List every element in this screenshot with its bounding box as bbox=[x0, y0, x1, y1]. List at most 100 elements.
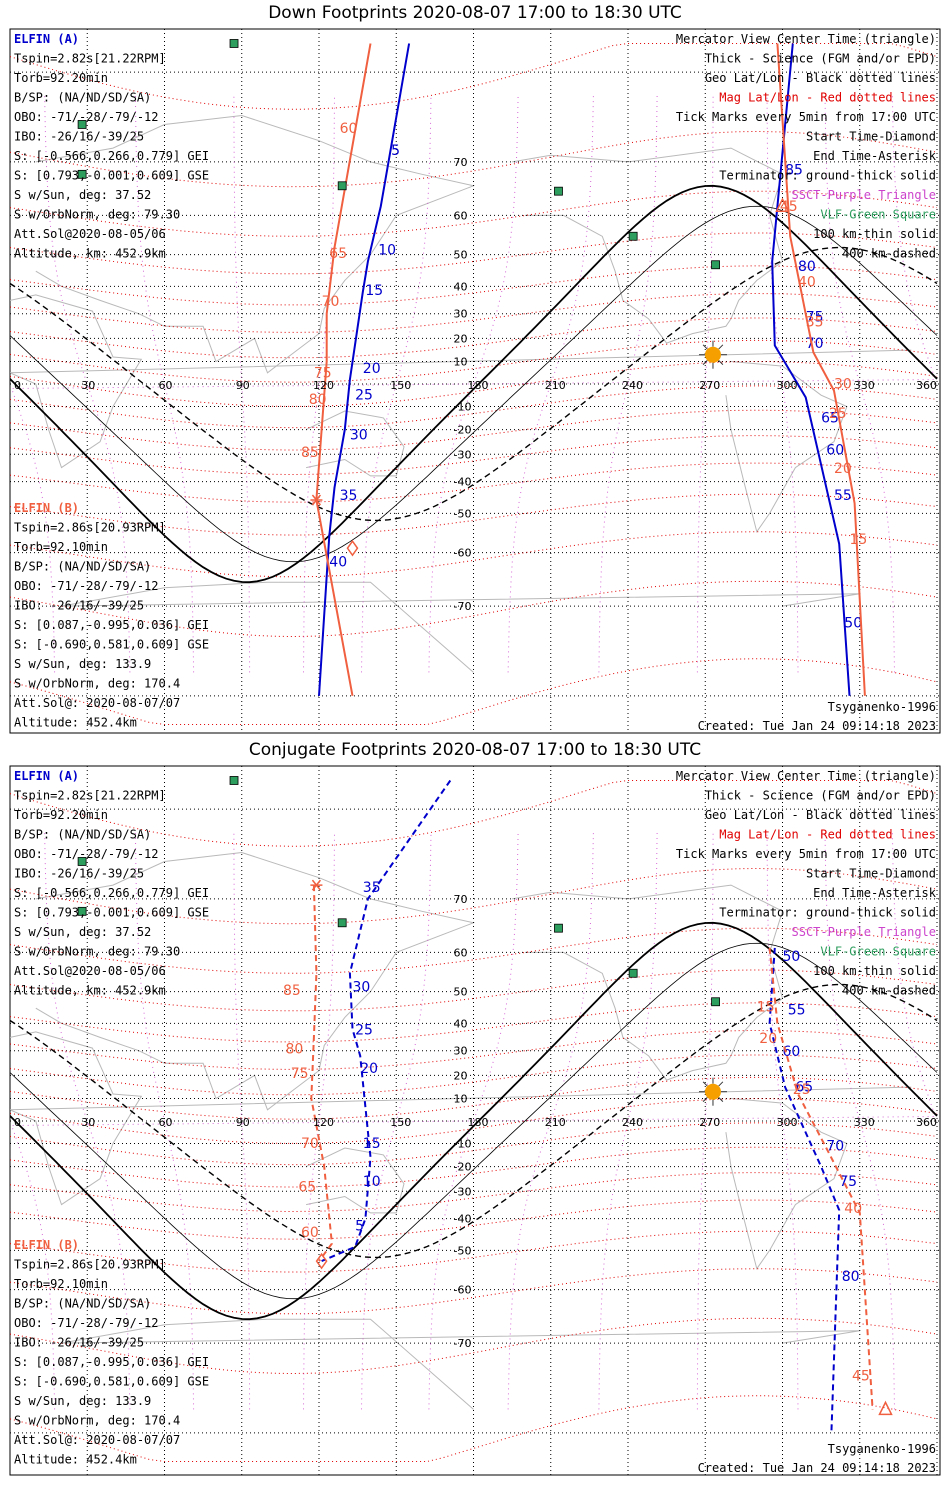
lat-tick-label: 30 bbox=[454, 308, 468, 321]
elfin-a-info: ELFIN (A) Tspin=2.82s[21.22RPM] Torb=92.20… bbox=[14, 32, 209, 261]
elfin-b-line: S w/Sun, deg: 133.9 bbox=[14, 1394, 151, 1408]
time-label: 20 bbox=[834, 461, 852, 477]
mag-parallel bbox=[10, 409, 938, 451]
elfin-a-line: Att.Sol@2020-08-05/06 bbox=[14, 964, 166, 978]
start-diamond-marker bbox=[346, 539, 359, 557]
elfin-b-line: IBO: -26/16/-39/25 bbox=[14, 1336, 144, 1350]
elfin-a-line: OBO: -71/-28/-79/-12 bbox=[14, 847, 159, 861]
time-label: 80 bbox=[286, 1041, 304, 1057]
legend-line: Geo Lat/Lon - Black dotted lines bbox=[705, 71, 936, 85]
lon-tick-label: 0 bbox=[14, 379, 21, 392]
lat-tick-label: -20 bbox=[454, 424, 472, 437]
time-label: 10 bbox=[363, 1174, 381, 1190]
lon-tick-label: 360 bbox=[916, 379, 937, 392]
time-label: 80 bbox=[309, 392, 327, 408]
elfin-a-line: B/SP: (NA/ND/SD/SA) bbox=[14, 91, 151, 105]
time-label: 60 bbox=[301, 1225, 319, 1241]
legend-line: Mercator View Center Time (triangle) bbox=[676, 769, 936, 783]
elfin-b-line: Att.Sol@: 2020-08-07/07 bbox=[14, 696, 180, 710]
mag-parallel bbox=[10, 317, 938, 359]
mag-grid bbox=[10, 780, 938, 1462]
lon-tick-label: 240 bbox=[622, 379, 643, 392]
mag-parallel bbox=[10, 531, 938, 578]
lon-tick-label: 90 bbox=[236, 379, 250, 392]
mag-grid bbox=[10, 43, 938, 725]
time-label: 75 bbox=[314, 365, 332, 381]
time-label: 25 bbox=[829, 406, 847, 422]
mag-parallel bbox=[10, 1146, 938, 1188]
lat-tick-label: -30 bbox=[454, 448, 472, 461]
lat-tick-label: -50 bbox=[454, 1244, 472, 1257]
legend-line: Mercator View Center Time (triangle) bbox=[676, 32, 936, 46]
lat-tick-label: 20 bbox=[454, 332, 468, 345]
vlf-station-square bbox=[554, 186, 563, 196]
lon-tick-label: 210 bbox=[545, 1116, 566, 1129]
time-label: 75 bbox=[291, 1066, 309, 1082]
lat-tick-label: -40 bbox=[454, 1213, 472, 1226]
lat-tick-label: -20 bbox=[454, 1161, 472, 1174]
legend-line: Geo Lat/Lon - Black dotted lines bbox=[705, 808, 936, 822]
vlf-station-square bbox=[77, 906, 87, 916]
elfin-b-line: IBO: -26/16/-39/25 bbox=[14, 599, 144, 613]
lon-tick-label: 270 bbox=[699, 379, 720, 392]
elfin-a-line: Altitude, km: 452.9km bbox=[14, 247, 166, 261]
time-label: 30 bbox=[350, 427, 368, 443]
time-label: 35 bbox=[363, 880, 381, 896]
legend-line: Thick - Science (FGM and/or EPD) bbox=[705, 52, 936, 66]
time-label: 30 bbox=[353, 980, 371, 996]
elfin-a-line: S w/Sun, deg: 37.52 bbox=[14, 925, 151, 939]
elfin-a-line: Tspin=2.82s[21.22RPM] bbox=[14, 52, 166, 66]
lon-tick-label: 300 bbox=[777, 379, 798, 392]
legend-line: VLF-Green Square bbox=[820, 945, 936, 959]
vlf-station-square bbox=[77, 169, 87, 179]
lat-tick-label: 70 bbox=[454, 893, 468, 906]
footprint-track bbox=[768, 947, 874, 1410]
mag-parallel bbox=[10, 190, 938, 237]
center-time-triangle bbox=[878, 1400, 893, 1416]
legend-line: VLF-Green Square bbox=[820, 208, 936, 222]
mag-parallel bbox=[10, 1230, 938, 1273]
lon-tick-label: 30 bbox=[81, 379, 95, 392]
time-label: 20 bbox=[759, 1031, 777, 1047]
mag-meridian bbox=[233, 832, 251, 1410]
elfin-b-info: ELFIN (B) Tspin=2.86s[20.93RPM] Torb=92.10… bbox=[14, 501, 209, 730]
vlf-station-square bbox=[554, 923, 563, 933]
vlf-station-square bbox=[229, 39, 239, 48]
legend-line: Start Time-Diamond bbox=[806, 867, 936, 881]
elfin-a-line: Torb=92.20min bbox=[14, 808, 108, 822]
mag-meridian bbox=[428, 95, 519, 673]
elfin-b-line: S: [0.087,-0.995,0.036] GEI bbox=[14, 618, 209, 632]
lat-tick-label: -10 bbox=[454, 400, 472, 413]
elfin-a-line: S: [0.793,-0.001,0.609] GSE bbox=[14, 906, 209, 920]
elfin-b-line: B/SP: (NA/ND/SD/SA) bbox=[14, 560, 151, 574]
mag-meridian bbox=[10, 95, 937, 673]
legend-line: 400 km-dashed bbox=[842, 984, 936, 998]
time-label: 65 bbox=[329, 246, 347, 262]
time-label: 20 bbox=[363, 361, 381, 377]
legend-line: SSCT-Purple Triangle bbox=[792, 925, 937, 939]
elfin-a-line: Torb=92.20min bbox=[14, 71, 108, 85]
lon-tick-label: 330 bbox=[854, 1116, 875, 1129]
mag-parallel bbox=[10, 462, 938, 503]
time-label: 40 bbox=[844, 1201, 862, 1217]
series-elfin-b: 85 80 75 70 65 60 15 20 25 40 45 bbox=[283, 885, 874, 1410]
footprint-track bbox=[310, 885, 333, 1262]
time-label: 70 bbox=[806, 336, 824, 352]
time-label: 60 bbox=[826, 442, 844, 458]
elfin-a-info: ELFIN (A) Tspin=2.82s[21.22RPM] Torb=92.20… bbox=[14, 769, 209, 998]
mag-meridian bbox=[598, 95, 658, 673]
legend-line: 100 km-thin solid bbox=[813, 964, 936, 978]
vlf-station-square bbox=[77, 120, 87, 129]
elfin-a-line: S w/OrbNorm, deg: 79.30 bbox=[14, 945, 180, 959]
legend-line: Mag Lat/Lon - Red dotted lines bbox=[719, 91, 936, 105]
vlf-station-square bbox=[229, 776, 239, 785]
mag-parallel bbox=[10, 232, 938, 275]
mag-meridian bbox=[696, 95, 714, 673]
lon-tick-label: 120 bbox=[313, 1116, 334, 1129]
legend-line: Thick - Science (FGM and/or EPD) bbox=[705, 789, 936, 803]
lat-tick-label: 20 bbox=[454, 1069, 468, 1082]
lat-tick-label: -40 bbox=[454, 476, 472, 489]
time-label: 50 bbox=[844, 615, 862, 631]
mag-parallel bbox=[10, 1122, 938, 1166]
